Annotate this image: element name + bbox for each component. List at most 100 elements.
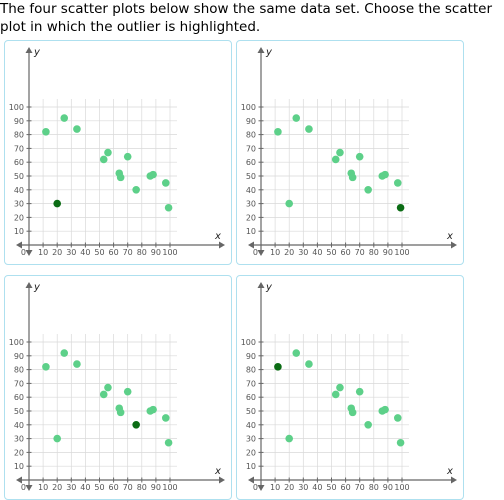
y-tick-label: 60 (14, 393, 24, 402)
data-point (42, 128, 50, 136)
x-tick-label: 90 (383, 483, 393, 492)
choice-scatter-plot-d[interactable]: 10 20 30 40 50 60 70 80 90 100 10 20 30 40 50 60 70 80 90 1… (236, 275, 464, 500)
y-tick-label: 20 (246, 448, 256, 457)
y-tick-label: 30 (246, 200, 256, 209)
x-tick-label: 100 (162, 483, 177, 492)
data-point (149, 170, 157, 179)
x-axis-arrow-left (248, 241, 254, 249)
data-point (164, 438, 173, 447)
data-point (60, 349, 69, 357)
y-tick-label: 70 (14, 379, 24, 388)
y-tick-label: 60 (246, 158, 256, 167)
data-point (292, 114, 301, 122)
x-tick-label: 20 (284, 248, 294, 257)
x-tick-label: 40 (312, 483, 322, 492)
data-point (355, 387, 364, 396)
y-axis-arrow-up (257, 282, 265, 288)
x-axis-arrow-left (16, 476, 22, 484)
x-axis-label: x (214, 231, 221, 242)
data-point (42, 363, 50, 371)
data-point (364, 421, 372, 429)
data-point (348, 173, 357, 182)
x-tick-label: 10 (270, 248, 280, 257)
y-tick-label: 20 (246, 213, 256, 222)
data-point (53, 434, 61, 443)
x-tick-label: 10 (270, 483, 280, 492)
y-tick-label: 70 (246, 379, 256, 388)
data-point (104, 148, 112, 157)
y-tick-label: 40 (246, 186, 256, 195)
y-tick-label: 10 (14, 462, 24, 471)
x-tick-label: 50 (326, 483, 336, 492)
data-point (123, 152, 132, 161)
data-point (123, 387, 132, 396)
data-point (348, 408, 357, 417)
x-tick-label: 80 (369, 248, 379, 257)
y-axis-arrow-down (25, 250, 33, 256)
x-tick-label: 100 (162, 248, 177, 257)
highlighted-outlier-point (396, 203, 405, 212)
x-tick-label: 50 (326, 248, 336, 257)
y-tick-label: 50 (14, 407, 24, 416)
y-tick-label: 100 (241, 103, 256, 112)
x-tick-label: 20 (52, 248, 62, 257)
y-axis-arrow-down (257, 250, 265, 256)
origin-label: 0 (21, 248, 26, 257)
y-tick-label: 30 (14, 200, 24, 209)
x-tick-label: 40 (312, 248, 322, 257)
y-axis-arrow-up (25, 47, 33, 53)
data-point (393, 414, 402, 422)
x-tick-label: 30 (298, 483, 308, 492)
x-tick-label: 70 (355, 483, 365, 492)
y-tick-label: 10 (246, 227, 256, 236)
y-axis-arrow-up (25, 282, 33, 288)
y-tick-label: 10 (246, 462, 256, 471)
x-tick-label: 20 (284, 483, 294, 492)
x-axis-arrow-right (451, 476, 457, 484)
y-tick-label: 60 (14, 158, 24, 167)
y-axis-label: y (265, 282, 273, 293)
origin-label: 0 (253, 248, 258, 257)
x-tick-label: 60 (109, 248, 119, 257)
x-axis-arrow-right (451, 241, 457, 249)
highlighted-outlier-point (274, 363, 282, 371)
y-tick-label: 100 (9, 338, 24, 347)
x-axis-label: x (446, 466, 453, 477)
question-text: The four scatter plots below show the sa… (0, 1, 493, 35)
x-tick-label: 60 (341, 248, 351, 257)
data-point (99, 155, 108, 164)
data-point (331, 390, 340, 399)
choice-scatter-plot-b[interactable]: 10 20 30 40 50 60 70 80 90 100 10 20 30 40 50 60 70 80 90 1… (236, 40, 464, 265)
choice-scatter-plot-c[interactable]: 10 20 30 40 50 60 70 80 90 100 10 20 30 40 50 60 70 80 90 1… (4, 275, 232, 500)
x-tick-label: 40 (80, 483, 90, 492)
data-point (161, 414, 170, 422)
y-tick-label: 90 (14, 117, 24, 126)
x-tick-label: 100 (394, 483, 409, 492)
x-tick-label: 60 (341, 483, 351, 492)
choice-scatter-plot-a[interactable]: 10 20 30 40 50 60 70 80 90 100 10 20 30 40 50 60 70 80 90 1… (4, 40, 232, 265)
x-axis-arrow-left (16, 241, 22, 249)
x-tick-label: 50 (94, 248, 104, 257)
data-point (331, 155, 340, 164)
data-point (305, 360, 313, 368)
x-tick-label: 20 (52, 483, 62, 492)
data-point (116, 173, 125, 182)
y-tick-label: 70 (246, 144, 256, 153)
y-tick-label: 90 (14, 352, 24, 361)
data-point (381, 170, 389, 179)
scatter-plot-a-chart: 10 20 30 40 50 60 70 80 90 1001020304050607080901… (9, 47, 225, 257)
x-tick-label: 100 (394, 248, 409, 257)
data-point (132, 186, 140, 194)
y-tick-label: 40 (14, 186, 24, 195)
y-tick-label: 80 (14, 131, 24, 140)
data-point (364, 186, 372, 194)
x-tick-label: 10 (38, 248, 48, 257)
data-point (104, 383, 112, 392)
y-tick-label: 80 (246, 366, 256, 375)
x-tick-label: 80 (137, 248, 147, 257)
y-axis-label: y (33, 282, 41, 293)
data-point (73, 125, 81, 133)
y-axis-arrow-down (25, 485, 33, 491)
grid-lines (29, 99, 177, 245)
x-tick-label: 10 (38, 483, 48, 492)
